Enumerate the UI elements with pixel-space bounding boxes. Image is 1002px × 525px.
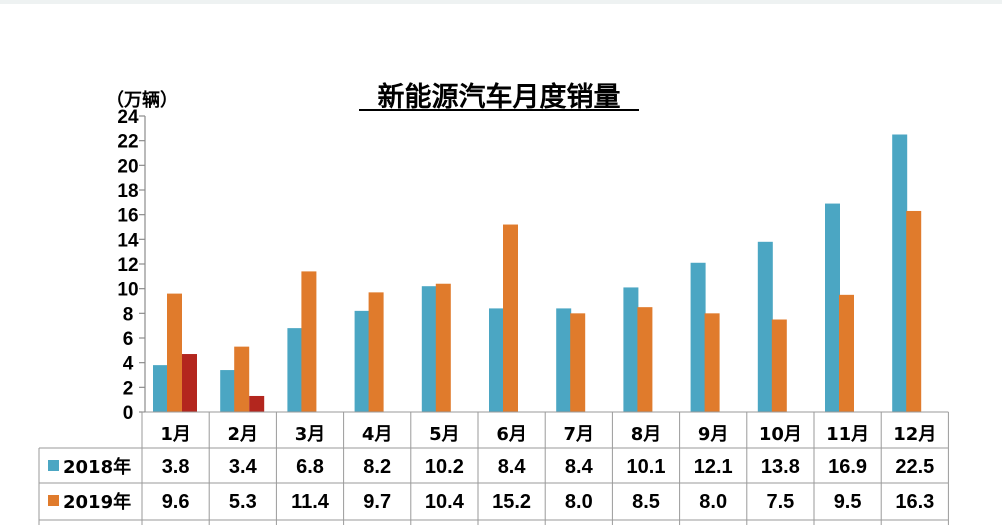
category-label: 9月 xyxy=(698,424,729,445)
bar xyxy=(354,310,370,412)
y-tick-label: 6 xyxy=(123,329,134,350)
data-value-label: 8.4 xyxy=(565,456,594,478)
data-value-label: 5.3 xyxy=(229,491,257,513)
data-value-label: 16.3 xyxy=(895,491,934,513)
y-tick-label: 8 xyxy=(123,304,134,325)
data-value-label: 8.0 xyxy=(565,491,593,513)
data-value-label: 9.6 xyxy=(162,491,190,513)
bar xyxy=(234,346,250,412)
bar xyxy=(771,319,787,412)
category-label: 6月 xyxy=(496,424,527,445)
bar xyxy=(892,134,908,412)
bar xyxy=(704,313,720,412)
y-tick-label: 18 xyxy=(117,181,138,202)
y-tick-label: 24 xyxy=(117,107,139,128)
bar xyxy=(906,210,922,412)
category-label: 12月 xyxy=(893,424,936,445)
data-value-label: 10.1 xyxy=(627,456,666,478)
category-label: 5月 xyxy=(429,424,460,445)
y-tick-label: 12 xyxy=(117,255,138,276)
y-tick-label: 4 xyxy=(123,354,134,375)
bar xyxy=(249,395,265,412)
data-value-label: 9.7 xyxy=(363,491,391,513)
data-value-label: 8.4 xyxy=(498,456,527,478)
category-label: 10月 xyxy=(759,424,802,445)
bar xyxy=(825,203,840,412)
bar xyxy=(182,354,197,412)
data-value-label: 3.4 xyxy=(229,456,258,478)
data-value-label: 3.8 xyxy=(162,456,190,478)
bar xyxy=(623,287,639,412)
data-value-label: 10.2 xyxy=(425,456,464,478)
category-label: 1月 xyxy=(160,424,191,445)
data-value-label: 9.5 xyxy=(834,491,862,513)
bar xyxy=(503,224,518,412)
bar xyxy=(570,313,586,412)
y-axis-unit-label: （万辆） xyxy=(106,89,178,111)
category-label: 8月 xyxy=(631,424,662,445)
category-label: 3月 xyxy=(295,424,326,445)
y-tick-label: 16 xyxy=(117,206,138,227)
bar xyxy=(368,292,384,412)
bar xyxy=(421,286,437,412)
category-label: 2月 xyxy=(228,424,259,445)
category-label: 7月 xyxy=(564,424,595,445)
data-value-label: 16.9 xyxy=(828,456,867,478)
bars xyxy=(153,134,922,412)
bar xyxy=(220,370,236,412)
bar xyxy=(690,262,706,412)
bar xyxy=(167,293,182,412)
y-tick-label: 22 xyxy=(117,132,138,153)
data-value-label: 22.5 xyxy=(895,456,934,478)
top-border-strip xyxy=(0,0,1002,4)
category-label: 4月 xyxy=(362,424,393,445)
data-value-label: 8.5 xyxy=(632,491,660,513)
data-table: 1月 2月 3月 4月 5月 6月 7月 8月 9月 10月 11月 12月 2018年 3.8 3.4 6.… xyxy=(38,411,949,525)
bar xyxy=(153,365,168,412)
y-tick-label: 2 xyxy=(123,378,134,399)
category-label: 11月 xyxy=(826,424,869,445)
data-value-label: 12.1 xyxy=(694,456,733,478)
legend-label: 2019年 xyxy=(63,491,131,513)
y-tick-label: 20 xyxy=(117,156,138,177)
legend-swatch xyxy=(48,460,59,471)
bar xyxy=(489,308,504,412)
bar xyxy=(287,328,303,412)
y-tick-label: 0 xyxy=(123,403,134,424)
legend-label: 2018年 xyxy=(63,456,131,478)
data-value-label: 8.0 xyxy=(699,491,727,513)
data-value-label: 13.8 xyxy=(761,456,800,478)
legend-swatch xyxy=(48,495,59,506)
data-value-label: 10.4 xyxy=(425,491,465,513)
data-value-label: 6.8 xyxy=(296,456,324,478)
bar xyxy=(435,283,451,412)
bar xyxy=(301,271,317,412)
data-value-label: 11.4 xyxy=(291,491,330,513)
data-value-label: 8.2 xyxy=(363,456,391,478)
bar xyxy=(839,294,854,412)
data-value-label: 15.2 xyxy=(492,491,531,513)
y-tick-label: 10 xyxy=(117,280,138,301)
data-value-label: 7.5 xyxy=(766,491,794,513)
bar xyxy=(637,307,653,412)
bar xyxy=(757,241,773,412)
chart-title: 新能源汽车月度销量 xyxy=(378,81,621,113)
y-tick-label: 14 xyxy=(117,230,139,251)
bar xyxy=(556,308,572,412)
